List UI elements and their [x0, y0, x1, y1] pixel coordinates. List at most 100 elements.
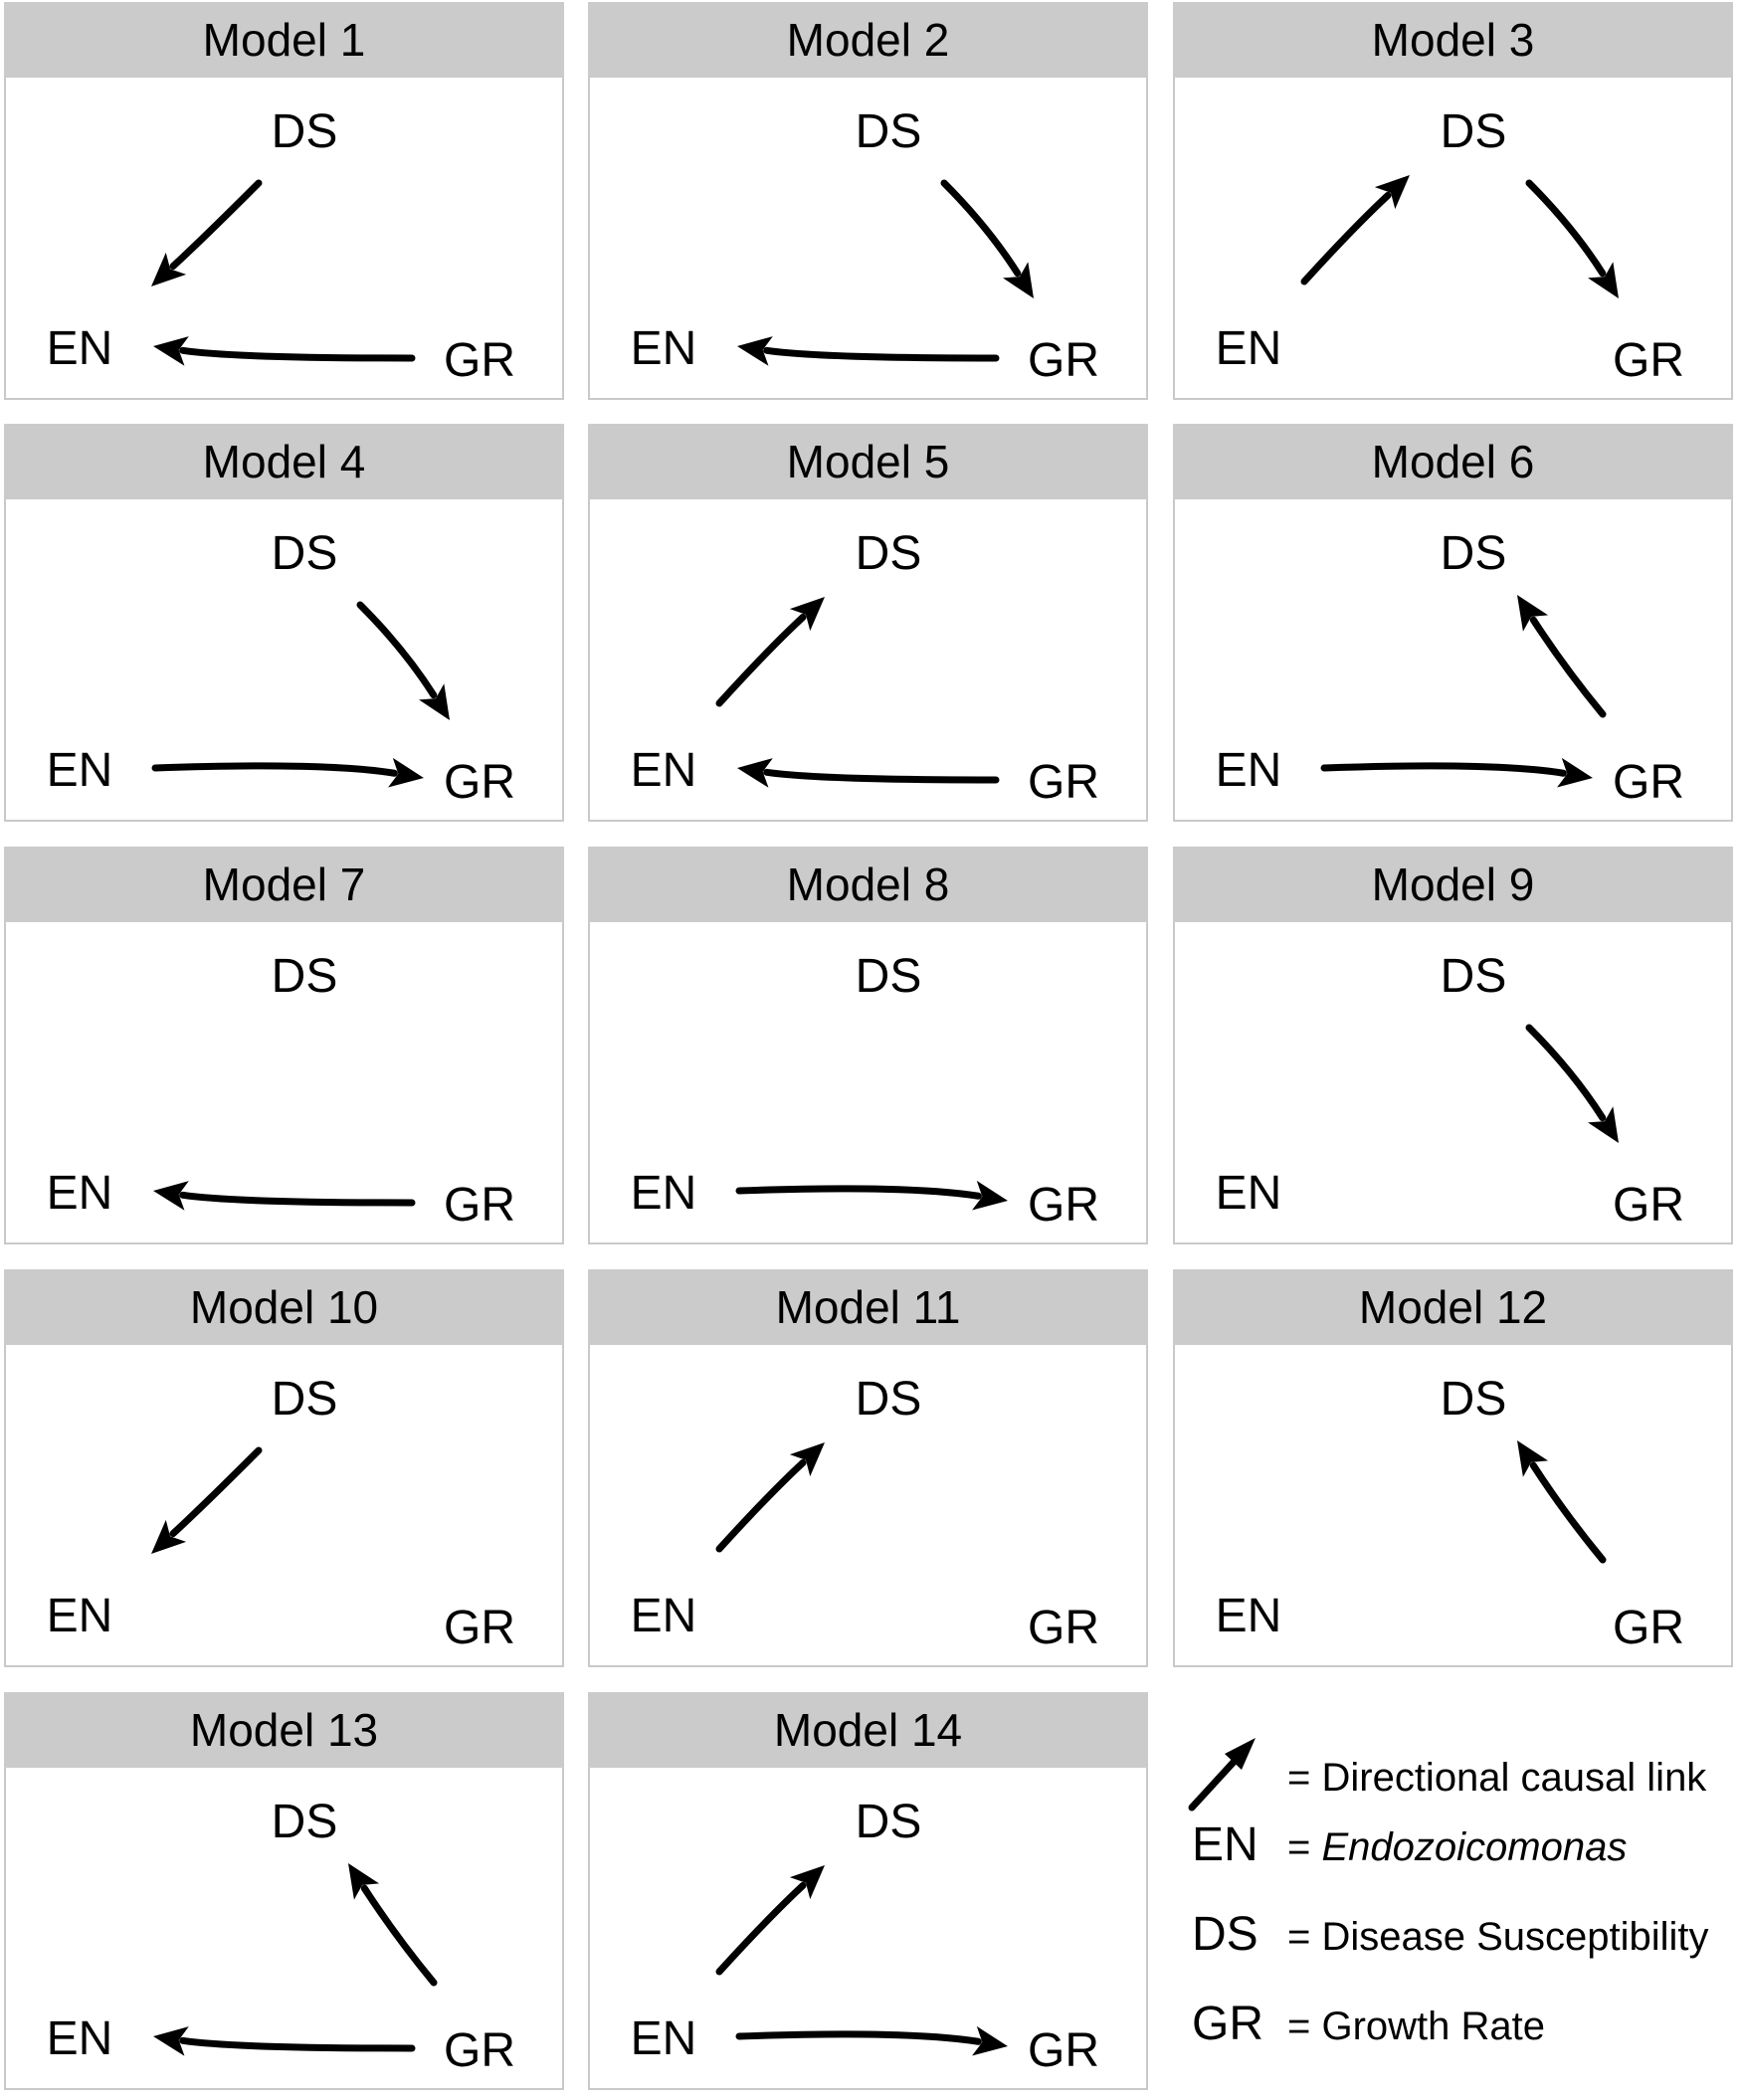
- node-label-en: EN: [631, 2012, 697, 2065]
- node-label-gr: GR: [1028, 334, 1099, 387]
- model-diagram-svg: DS EN GR: [47, 105, 515, 387]
- link-line: [179, 2036, 416, 2052]
- model-title: Model 6: [1173, 424, 1733, 499]
- model-panel: Model 10 DS EN GR: [4, 1269, 564, 1667]
- link-line: [763, 768, 1000, 784]
- link-line: [715, 613, 807, 707]
- link-line: [179, 346, 416, 362]
- causal-link-gr-to-en: [737, 336, 1000, 366]
- model-panel: Model 8 DS EN GR: [588, 847, 1148, 1244]
- node-label-ds: DS: [1441, 105, 1507, 158]
- legend-text-en: = Endozoicomonas: [1287, 1825, 1627, 1870]
- model-title: Model 9: [1173, 847, 1733, 922]
- model-panel: Model 1 DS EN GR: [4, 2, 564, 400]
- legend-row-ds: DS = Disease Susceptibility: [1180, 1907, 1737, 1967]
- model-diagram-svg: DS EN GR: [47, 1796, 515, 2077]
- link-line: [1320, 762, 1567, 777]
- causal-link-ds-to-en: [151, 1446, 263, 1554]
- node-label-en: EN: [1216, 1590, 1282, 1642]
- link-line: [356, 601, 438, 699]
- link-arrowhead: [789, 1442, 825, 1477]
- node-label-en: EN: [631, 744, 697, 797]
- node-label-en: EN: [47, 1590, 113, 1642]
- legend-text-gr: = Growth Rate: [1287, 2005, 1546, 2048]
- link-arrowhead: [151, 252, 187, 286]
- link-line: [169, 179, 263, 271]
- link-arrowhead: [1374, 175, 1410, 210]
- model-title: Model 5: [588, 424, 1148, 499]
- model-diagram-svg: DS EN GR: [47, 1373, 515, 1654]
- link-arrowhead: [737, 758, 773, 788]
- model-diagram: DS EN GR: [1175, 922, 1731, 1242]
- node-label-gr: GR: [1028, 1602, 1099, 1654]
- link-arrowhead: [972, 1180, 1008, 1211]
- node-label-ds: DS: [272, 950, 338, 1003]
- node-label-gr: GR: [444, 1602, 515, 1654]
- node-label-en: EN: [1216, 1167, 1282, 1220]
- model-title: Model 13: [4, 1692, 564, 1768]
- node-label-gr: GR: [444, 2024, 515, 2077]
- legend-row-gr: GR = Growth Rate: [1180, 1997, 1737, 2056]
- model-panel: Model 2 DS EN GR: [588, 2, 1148, 400]
- model-panel: Model 3 DS EN GR: [1173, 2, 1733, 400]
- causal-link-gr-to-ds: [1517, 1440, 1607, 1564]
- causal-link-en-to-ds: [715, 1442, 825, 1553]
- link-line: [715, 1458, 807, 1553]
- link-arrowhead: [789, 1865, 825, 1900]
- causal-link-en-to-gr: [151, 757, 424, 788]
- model-diagram-svg: DS EN GR: [1216, 1373, 1684, 1654]
- node-label-gr: GR: [1613, 334, 1684, 387]
- node-label-ds: DS: [1441, 1373, 1507, 1426]
- node-label-gr: GR: [444, 334, 515, 387]
- causal-link-ds-to-en: [151, 179, 263, 286]
- model-title: Model 10: [4, 1269, 564, 1345]
- link-line: [169, 1446, 263, 1538]
- model-diagram-svg: DS EN GR: [631, 527, 1099, 809]
- link-line: [1525, 179, 1607, 278]
- causal-link-en-to-ds: [715, 597, 825, 707]
- causal-link-gr-to-en: [737, 758, 1000, 788]
- link-arrowhead: [789, 597, 825, 632]
- node-label-gr: GR: [1613, 1179, 1684, 1232]
- model-panel: Model 11 DS EN GR: [588, 1269, 1148, 1667]
- link-line: [735, 2030, 982, 2045]
- link-arrowhead: [153, 336, 189, 366]
- link-line: [940, 179, 1022, 278]
- link-arrowhead: [1517, 595, 1549, 632]
- link-line: [360, 1884, 438, 1987]
- link-line: [1300, 191, 1392, 286]
- model-title: Model 8: [588, 847, 1148, 922]
- node-label-ds: DS: [856, 1373, 922, 1426]
- link-arrowhead: [1588, 1106, 1619, 1143]
- link-arrowhead: [419, 683, 450, 720]
- causal-link-en-to-gr: [735, 2025, 1008, 2056]
- model-diagram-svg: DS EN GR: [631, 1373, 1099, 1654]
- model-title: Model 2: [588, 2, 1148, 78]
- node-label-ds: DS: [1441, 527, 1507, 580]
- model-title: Model 12: [1173, 1269, 1733, 1345]
- link-arrowhead: [737, 336, 773, 366]
- legend-arrow-row: = Directional causal link: [1180, 1736, 1737, 1812]
- node-label-gr: GR: [1028, 2024, 1099, 2077]
- link-arrowhead: [388, 757, 424, 788]
- link-line: [1529, 616, 1607, 718]
- link-line: [179, 1191, 416, 1207]
- legend-text-en-italic: Endozoicomonas: [1321, 1825, 1628, 1869]
- model-panel: Model 9 DS EN GR: [1173, 847, 1733, 1244]
- causal-link-en-to-gr: [735, 1180, 1008, 1211]
- model-diagram: DS EN GR: [590, 922, 1146, 1242]
- node-label-ds: DS: [856, 527, 922, 580]
- node-label-en: EN: [1216, 322, 1282, 375]
- causal-link-en-to-gr: [1320, 757, 1593, 788]
- node-label-en: EN: [631, 322, 697, 375]
- legend-abbr-ds: DS: [1192, 1908, 1258, 1961]
- node-label-en: EN: [1216, 744, 1282, 797]
- link-line: [151, 762, 398, 777]
- model-diagram: DS EN GR: [6, 922, 562, 1242]
- causal-link-gr-to-en: [153, 1181, 416, 1211]
- link-arrowhead: [153, 1181, 189, 1211]
- model-diagram: DS EN GR: [1175, 1345, 1731, 1665]
- model-diagram: DS EN GR: [1175, 78, 1731, 398]
- model-diagram-svg: DS EN GR: [1216, 527, 1684, 809]
